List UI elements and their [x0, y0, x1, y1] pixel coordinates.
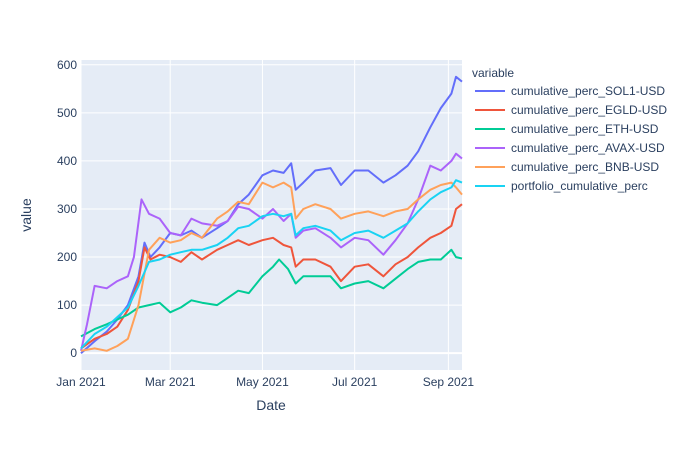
series-line-cumulative_perc_BNB-USD [80, 181, 463, 352]
y-tick-label: 300 [57, 202, 77, 216]
legend-items: cumulative_perc_SOL1-USD cumulative_perc_… [475, 84, 667, 193]
legend-label: cumulative_perc_AVAX-USD [511, 141, 665, 155]
gridlines [80, 60, 462, 370]
y-axis-ticks: 0 100 200 300 400 500 600 [57, 58, 77, 360]
series-line-cumulative_perc_AVAX-USD [80, 152, 463, 352]
x-tick-label: May 2021 [236, 375, 289, 389]
series-line-cumulative_perc_EGLD-USD [80, 203, 463, 350]
x-tick-label: Mar 2021 [145, 375, 196, 389]
legend-item[interactable]: portfolio_cumulative_perc [475, 179, 648, 193]
legend-item[interactable]: cumulative_perc_ETH-USD [475, 122, 659, 136]
series-lines [80, 75, 463, 354]
legend-item[interactable]: cumulative_perc_SOL1-USD [475, 84, 665, 98]
legend-item[interactable]: cumulative_perc_EGLD-USD [475, 103, 667, 117]
y-tick-label: 500 [57, 106, 77, 120]
legend-item[interactable]: cumulative_perc_AVAX-USD [475, 141, 665, 155]
legend-item[interactable]: cumulative_perc_BNB-USD [475, 160, 659, 174]
legend-label: cumulative_perc_SOL1-USD [511, 84, 665, 98]
x-tick-label: Sep 2021 [423, 375, 475, 389]
x-axis-title: Date [256, 397, 286, 413]
x-tick-label: Jul 2021 [332, 375, 378, 389]
series-line-cumulative_perc_SOL1-USD [80, 75, 463, 354]
y-tick-label: 0 [70, 346, 77, 360]
legend-label: cumulative_perc_EGLD-USD [511, 103, 667, 117]
y-tick-label: 600 [57, 58, 77, 72]
y-tick-label: 400 [57, 154, 77, 168]
legend[interactable]: variable cumulative_perc_SOL1-USDcumulat… [472, 66, 667, 193]
x-axis-ticks: Jan 2021 Mar 2021 May 2021 Jul 2021 Sep 2021 [56, 375, 474, 389]
y-tick-label: 200 [57, 250, 77, 264]
legend-title: variable [472, 66, 514, 80]
series-line-portfolio_cumulative_perc [80, 179, 463, 350]
y-tick-label: 100 [57, 298, 77, 312]
y-axis-title: value [18, 198, 34, 232]
legend-label: cumulative_perc_ETH-USD [511, 122, 659, 136]
x-tick-label: Jan 2021 [56, 375, 106, 389]
series-line-cumulative_perc_ETH-USD [80, 248, 463, 338]
legend-label: cumulative_perc_BNB-USD [511, 160, 659, 174]
legend-label: portfolio_cumulative_perc [511, 179, 648, 193]
